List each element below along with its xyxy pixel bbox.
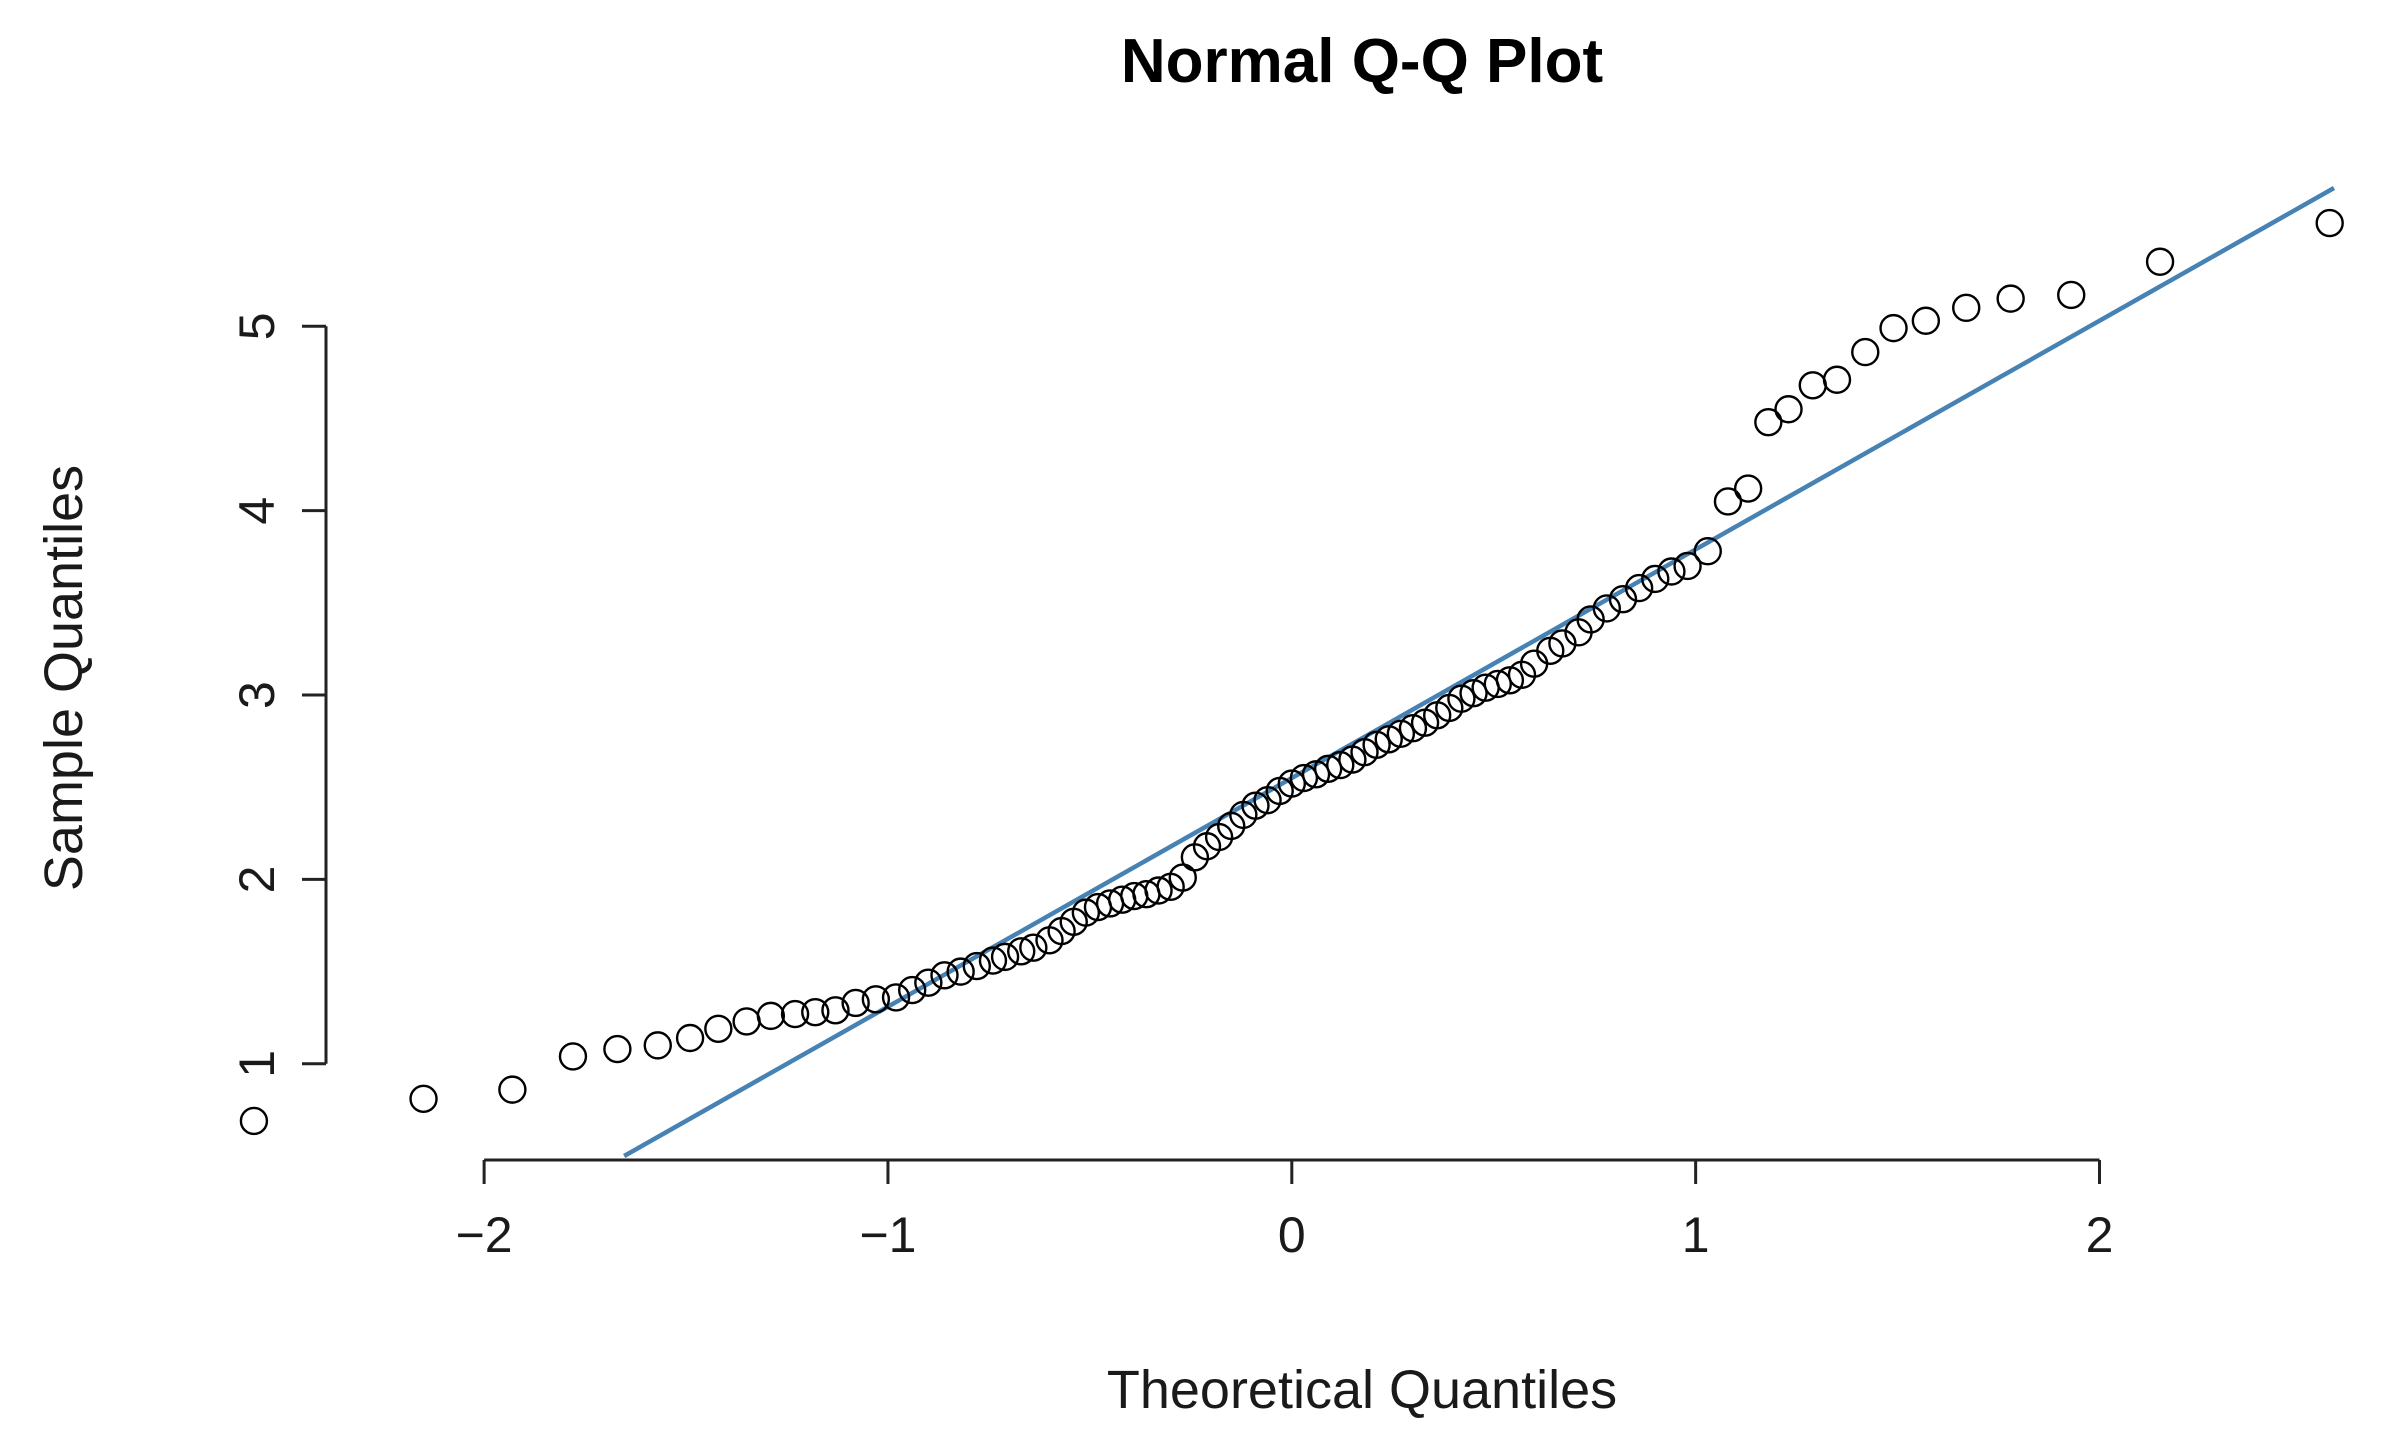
data-point <box>1911 306 1941 335</box>
data-point <box>1447 684 1476 713</box>
x-axis-label: Theoretical Quantiles <box>1107 1360 1617 1420</box>
data-point <box>1798 371 1827 400</box>
data-point <box>1657 557 1686 586</box>
data-point <box>1851 337 1880 367</box>
data-point <box>1019 933 1048 962</box>
data-point <box>1576 605 1605 634</box>
data-point <box>962 951 992 981</box>
data-point <box>861 985 891 1014</box>
data-point <box>821 996 850 1025</box>
data-point <box>1071 898 1101 927</box>
data-point <box>1459 679 1488 708</box>
data-point <box>1754 407 1783 437</box>
data-point <box>756 1001 786 1031</box>
data-point <box>1301 760 1331 789</box>
data-point <box>603 1034 632 1064</box>
data-point <box>990 942 1020 972</box>
data-point <box>1495 666 1525 695</box>
y-tick-label: 1 <box>229 1050 285 1078</box>
data-point <box>1693 537 1722 566</box>
data-point <box>409 1084 438 1114</box>
data-point <box>1774 395 1803 424</box>
data-point <box>1483 669 1512 699</box>
data-point <box>1713 487 1743 516</box>
data-point <box>1624 573 1654 603</box>
data-point <box>1326 750 1355 780</box>
y-axis-label: Sample Quantiles <box>34 465 94 891</box>
data-point <box>1548 629 1577 658</box>
x-tick-label: −2 <box>456 1207 513 1263</box>
data-point <box>1592 594 1622 623</box>
data-point <box>946 957 975 986</box>
data-point <box>1608 584 1638 614</box>
data-point <box>1374 725 1403 754</box>
data-points <box>239 208 2344 1136</box>
y-tick-label: 3 <box>229 681 285 709</box>
data-point <box>1398 714 1428 743</box>
data-point <box>801 997 830 1027</box>
data-point <box>1879 313 1908 343</box>
data-point <box>498 1075 527 1104</box>
data-point <box>1952 293 1981 323</box>
data-point <box>2145 247 2175 276</box>
chart-title: Normal Q-Q Plot <box>1121 27 1603 96</box>
x-tick-label: 2 <box>2086 1207 2114 1263</box>
y-tick-label: 4 <box>229 497 285 525</box>
data-point <box>643 1031 672 1060</box>
data-point <box>897 975 927 1005</box>
y-tick-label: 2 <box>229 866 285 894</box>
data-point <box>978 946 1008 975</box>
y-tick-label: 5 <box>229 312 285 340</box>
data-point <box>1362 730 1391 760</box>
data-point <box>1144 876 1173 905</box>
x-tick-label: 1 <box>1682 1207 1710 1263</box>
data-point <box>732 1007 761 1036</box>
data-point <box>558 1042 588 1071</box>
data-point <box>780 999 810 1029</box>
data-point <box>1996 284 2025 313</box>
data-point <box>1277 769 1307 798</box>
axes: −2 −1 0 1 2 1 2 3 4 5 <box>229 312 2113 1263</box>
data-point <box>675 1023 705 1053</box>
data-point <box>2315 208 2344 238</box>
x-tick-label: −1 <box>859 1207 916 1263</box>
data-point <box>1313 754 1343 783</box>
data-point <box>1673 551 1702 581</box>
data-point <box>1641 564 1670 594</box>
data-point <box>914 968 943 997</box>
data-point <box>239 1106 269 1136</box>
data-point <box>1007 937 1036 966</box>
data-point <box>1733 474 1763 503</box>
data-point <box>1241 791 1270 820</box>
data-point <box>1386 719 1416 748</box>
data-point <box>841 988 870 1018</box>
data-point <box>1289 763 1319 793</box>
data-point <box>2057 280 2086 310</box>
x-tick-label: 0 <box>1278 1207 1306 1263</box>
data-point <box>930 961 959 990</box>
data-point <box>704 1014 733 1043</box>
data-point <box>881 983 911 1012</box>
data-point <box>1822 365 1852 394</box>
